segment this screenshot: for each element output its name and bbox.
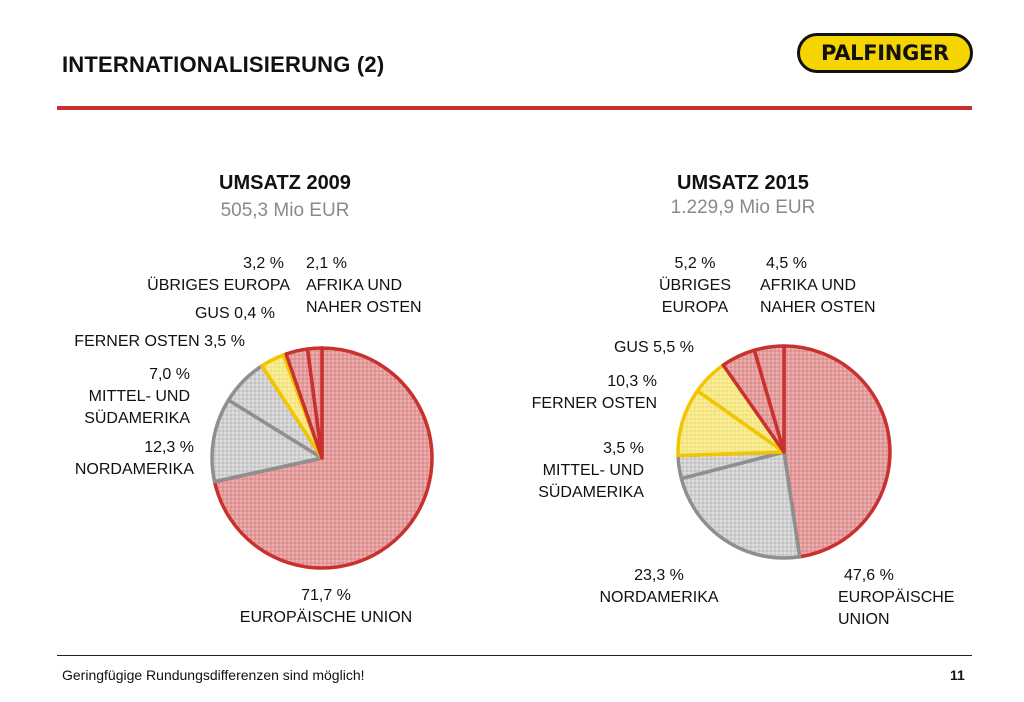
chart-subtitle-2015: 1.229,9 Mio EUR [670, 197, 816, 218]
label-2015-sa-name-2: SÜDAMERIKA [538, 484, 644, 501]
label-2015-ue: 5,2 % ÜBRIGES EUROPA [640, 253, 750, 319]
label-2015-ue-value: 5,2 % [674, 255, 716, 272]
label-2015-ue-name-2: EUROPA [661, 299, 729, 316]
label-2009-na: 12,3 % NORDAMERIKA [40, 437, 194, 481]
page-number: 11 [950, 667, 965, 683]
label-2015-af-value: 4,5 % [766, 255, 807, 272]
label-2009-sa: 7,0 % MITTEL- UND SÜDAMERIKA [40, 364, 190, 430]
pie-2009 [210, 346, 434, 570]
pie-2009-slice-af [305, 346, 324, 460]
label-2015-eu: 47,6 % EUROPÄISCHE UNION [838, 565, 988, 631]
pie-2009-slice-na [210, 398, 324, 484]
chart-subtitle-2009: 505,3 Mio EUR [220, 200, 350, 221]
label-2015-sa-value: 3,5 % [603, 440, 644, 457]
label-2009-sa-name-1: MITTEL- UND [88, 388, 190, 405]
label-2015-af-name-1: AFRIKA UND [760, 277, 857, 294]
footnote: Geringfügige Rundungsdifferenzen sind mö… [62, 667, 365, 683]
label-2015-eu-name-2: UNION [838, 611, 890, 628]
label-2015-fo-value: 10,3 % [607, 373, 657, 390]
label-2009-ue: 3,2 % ÜBRIGES EUROPA [100, 253, 290, 297]
label-2015-af-name-2: NAHER OSTEN [760, 299, 876, 316]
pie-2015-slice-eu [782, 344, 892, 559]
pie-2015-slice-na [679, 450, 802, 560]
label-2015-ue-name-1: ÜBRIGES [658, 277, 731, 294]
label-2015-fo: 10,3 % FERNER OSTEN [480, 371, 657, 415]
label-2009-af-value: 2,1 % [306, 255, 347, 272]
label-2009-fo: FERNER OSTEN 3,5 % [74, 333, 245, 350]
label-2015-gus: GUS 5,5 % [613, 339, 694, 356]
page-title: INTERNATIONALISIERUNG (2) [62, 52, 385, 77]
label-2015-fo-name: FERNER OSTEN [531, 395, 657, 412]
label-2015-na-name: NORDAMERIKA [599, 589, 719, 606]
logo-text: PALFINGER [821, 41, 949, 65]
pie-2015 [676, 344, 892, 560]
label-2009-af: 2,1 % AFRIKA UND NAHER OSTEN [306, 253, 466, 319]
label-2009-af-name-2: NAHER OSTEN [306, 299, 422, 316]
label-2009-sa-value: 7,0 % [149, 366, 190, 383]
label-2009-na-name: NORDAMERIKA [74, 461, 194, 478]
label-2009-gus: GUS 0,4 % [194, 305, 275, 322]
label-2015-na-value: 23,3 % [634, 567, 684, 584]
label-2015-eu-value: 47,6 % [844, 567, 894, 584]
label-2009-eu: 71,7 % EUROPÄISCHE UNION [226, 585, 426, 629]
label-2009-ue-value: 3,2 % [243, 255, 284, 272]
label-2009-eu-value: 71,7 % [301, 587, 351, 604]
label-2009-af-name-1: AFRIKA UND [306, 277, 403, 294]
label-2009-ue-name: ÜBRIGES EUROPA [147, 277, 290, 294]
label-2015-sa-name-1: MITTEL- UND [542, 462, 644, 479]
label-2015-af: 4,5 % AFRIKA UND NAHER OSTEN [760, 253, 920, 319]
chart-title-2015: UMSATZ 2015 [677, 172, 809, 194]
footer-divider [57, 655, 972, 656]
chart-title-2009: UMSATZ 2009 [219, 172, 351, 194]
label-2015-eu-name-1: EUROPÄISCHE [838, 589, 955, 606]
label-2015-sa: 3,5 % MITTEL- UND SÜDAMERIKA [490, 438, 644, 504]
header-divider [57, 106, 972, 110]
label-2009-sa-name-2: SÜDAMERIKA [84, 410, 190, 427]
label-2009-eu-name: EUROPÄISCHE UNION [239, 609, 413, 626]
label-2009-na-value: 12,3 % [144, 439, 194, 456]
pie-2015-slice-af [752, 344, 786, 454]
label-2015-na: 23,3 % NORDAMERIKA [584, 565, 734, 609]
palfinger-logo: PALFINGER [797, 33, 973, 73]
